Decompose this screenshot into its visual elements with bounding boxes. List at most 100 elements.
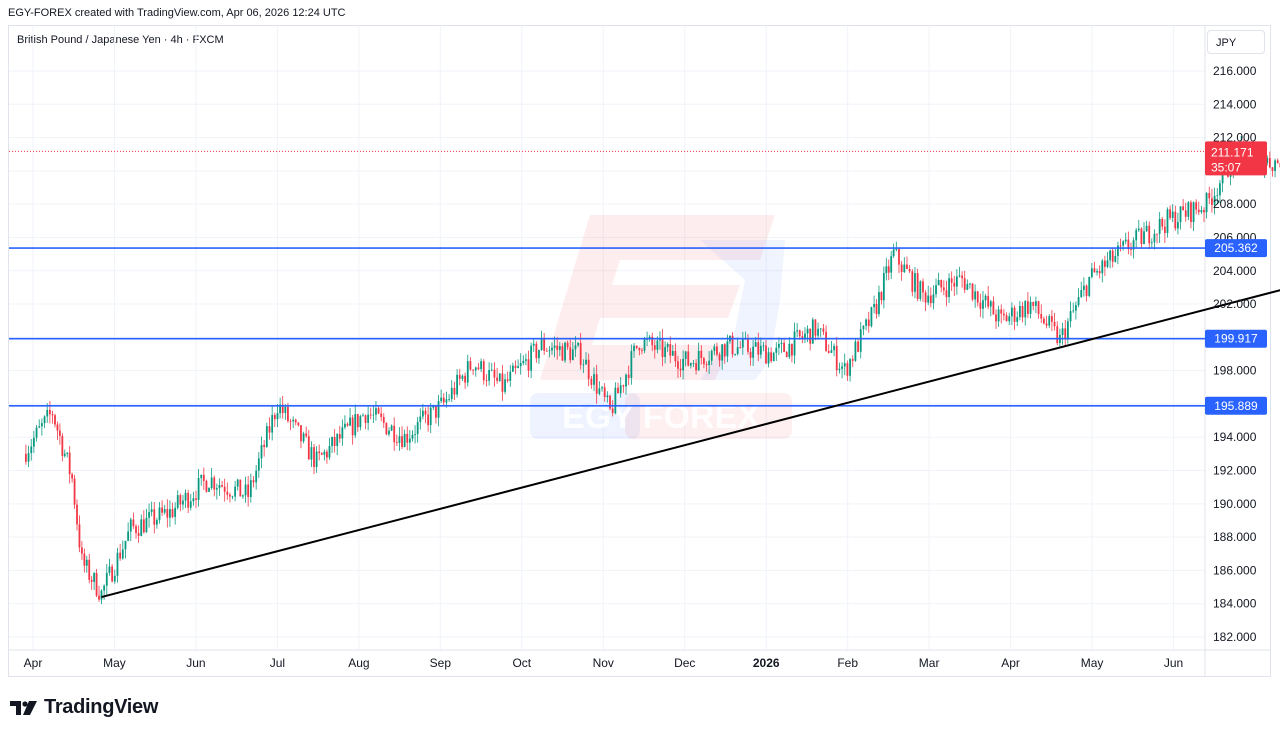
price-axis-label: 208.000 [1213, 197, 1257, 211]
candle-body [252, 480, 255, 483]
time-axis-label: May [1081, 656, 1104, 670]
candle-body [1029, 301, 1032, 314]
candle-body [564, 342, 566, 361]
candle-body [1056, 326, 1059, 344]
level-price-tag-label: 195.889 [1214, 399, 1258, 413]
candle-body [1106, 260, 1109, 267]
candle-body [841, 366, 843, 369]
time-axis-label: Jun [186, 656, 205, 670]
candle-body [833, 345, 835, 351]
candle-body [174, 507, 177, 517]
candle-body [953, 282, 956, 287]
candle-body [480, 361, 483, 370]
candle-body [466, 361, 469, 383]
currency-button[interactable]: JPY [1207, 30, 1265, 54]
candle-body [656, 340, 659, 350]
price-axis-label: 182.000 [1213, 630, 1257, 644]
candle-body [213, 477, 216, 490]
candle-body [734, 353, 737, 355]
candle-body [315, 451, 318, 467]
candle-body [485, 380, 488, 382]
candle-body [601, 387, 603, 389]
candle-body [496, 377, 499, 381]
candle-body [388, 430, 390, 435]
candle-body [955, 276, 958, 287]
candle-body [284, 406, 287, 414]
time-axis-label: Oct [512, 656, 531, 670]
candle-body [73, 478, 76, 505]
candle-body [664, 347, 666, 358]
trendline[interactable] [101, 121, 1280, 599]
candle-body [1276, 160, 1279, 163]
candle-body [189, 501, 192, 508]
candle-body [1148, 225, 1151, 244]
candle-body [333, 436, 336, 446]
candle-body [713, 346, 716, 351]
candle-body [677, 361, 679, 369]
candle-body [927, 295, 930, 303]
candle-body [525, 359, 527, 361]
time-axis[interactable]: Apr May Jun Jul Aug Sep Oct Nov Dec 2026 Feb Mar Apr… [24, 656, 1184, 670]
candle-body [140, 519, 143, 536]
tradingview-logo[interactable]: TradingView [10, 696, 158, 719]
candle-body [344, 423, 346, 428]
candle-body [287, 406, 289, 422]
candle-body [577, 342, 579, 346]
candle-body [1045, 323, 1048, 326]
candle-body [46, 409, 49, 417]
current-price-label: 211.171 [1211, 145, 1254, 159]
candle-body [1083, 285, 1085, 290]
candle-body [1018, 305, 1021, 318]
candle-body [830, 350, 833, 353]
candle-body [679, 368, 682, 371]
time-axis-label: Dec [674, 656, 695, 670]
candle-body [1040, 314, 1043, 319]
candle-body [1000, 309, 1003, 314]
candle-body [93, 573, 96, 582]
candle-body [273, 415, 276, 420]
candle-body [313, 447, 315, 467]
candle-body [341, 427, 344, 439]
grid [9, 26, 1271, 677]
candle-body [202, 474, 205, 481]
candle-body [257, 458, 260, 471]
candle-body [362, 415, 364, 417]
candle-body [651, 336, 654, 346]
candle-body [731, 335, 734, 355]
candle-body [1190, 202, 1192, 223]
candle-body [767, 352, 770, 364]
symbol-info[interactable]: British Pound / Japanese Yen · 4h · FXCM [17, 34, 224, 46]
candle-body [1132, 240, 1135, 250]
horizontal-levels[interactable] [9, 150, 1205, 407]
time-axis-label: Mar [919, 656, 940, 670]
candle-body [995, 314, 997, 322]
candle-body [942, 287, 945, 291]
candle-body [687, 351, 690, 366]
candle-body [950, 278, 953, 283]
candle-body [1187, 202, 1190, 217]
candle-body [116, 552, 119, 576]
candle-body [1211, 198, 1213, 205]
candle-body [726, 341, 729, 357]
candle-body [984, 295, 987, 301]
candle-body [158, 507, 161, 521]
candle-body [875, 304, 878, 315]
current-price-countdown: 35:07 [1211, 160, 1241, 174]
candle-body [914, 273, 916, 292]
candle-body [197, 478, 200, 500]
candle-body [61, 435, 64, 456]
candle-body [305, 433, 308, 437]
candle-body [265, 426, 268, 448]
candle-body [292, 419, 295, 422]
candle-body [210, 477, 213, 488]
candle-body [798, 330, 801, 337]
candle-body [142, 519, 145, 533]
candle-body [911, 271, 914, 292]
candle-body [464, 375, 466, 383]
drawings[interactable] [101, 121, 1280, 599]
candle-body [785, 351, 788, 358]
candle-body [356, 414, 359, 428]
time-axis-label: Apr [24, 656, 43, 670]
candle-body [1034, 301, 1037, 306]
